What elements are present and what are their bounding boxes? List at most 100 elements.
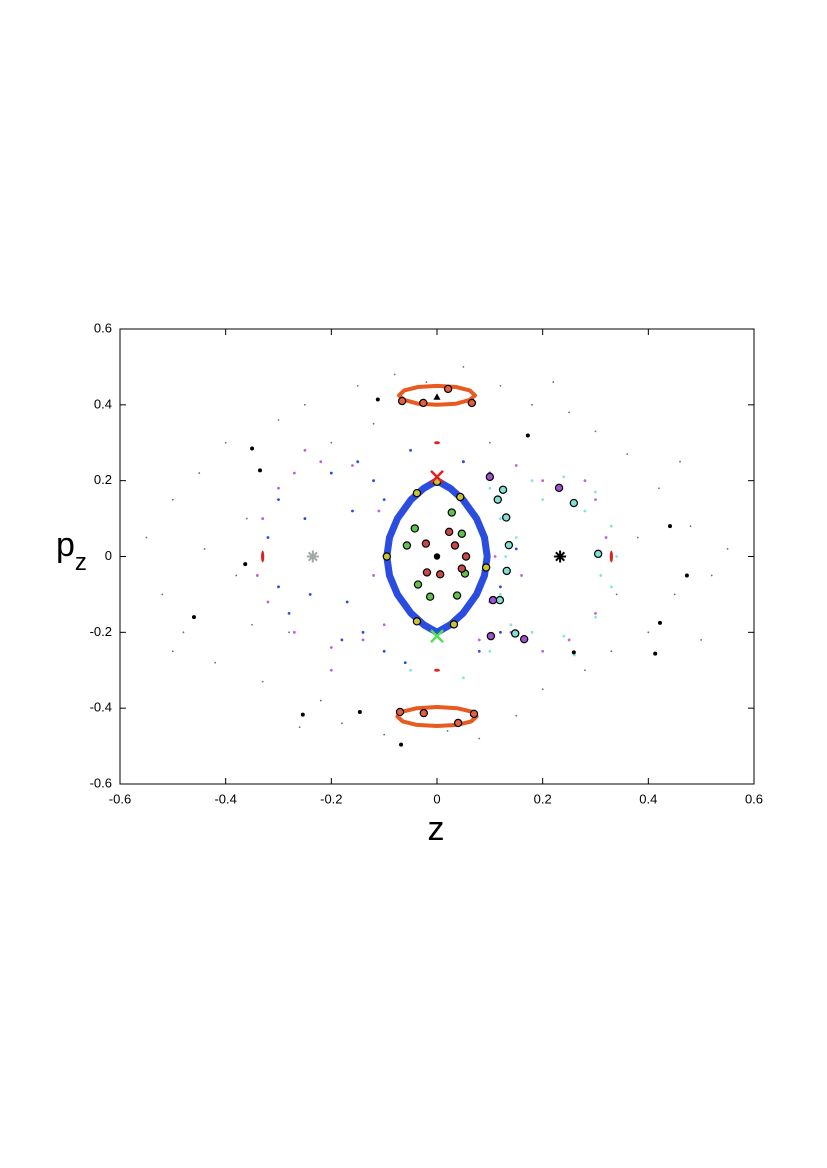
point — [345, 600, 349, 604]
point — [530, 630, 534, 634]
point — [409, 448, 412, 452]
point-marker — [569, 498, 579, 508]
y-tick-label: -0.2 — [90, 624, 112, 639]
point — [530, 479, 534, 483]
point — [477, 638, 481, 642]
point-marker — [413, 580, 423, 589]
point — [653, 651, 658, 656]
point — [504, 555, 508, 558]
point — [214, 661, 217, 664]
point-triangle — [433, 393, 441, 400]
x-axis-label: z — [428, 810, 445, 848]
point — [499, 630, 502, 634]
point-marker — [502, 513, 511, 522]
point — [277, 486, 280, 490]
point — [182, 631, 185, 634]
point-marker — [485, 472, 495, 482]
point — [541, 479, 545, 483]
point-marker — [419, 398, 428, 408]
point-marker — [412, 488, 422, 498]
point-dash — [261, 550, 265, 563]
point — [626, 453, 629, 456]
point — [361, 638, 365, 642]
point-marker — [419, 708, 428, 718]
point — [340, 638, 344, 642]
point — [488, 441, 491, 444]
y-tick-label: 0.4 — [94, 396, 112, 411]
point — [594, 490, 597, 494]
point — [594, 430, 597, 433]
point — [361, 630, 365, 634]
point-marker — [457, 564, 467, 573]
point — [330, 441, 333, 444]
point-marker — [467, 398, 477, 408]
point — [541, 498, 545, 502]
point — [250, 446, 255, 451]
point-marker — [452, 591, 462, 600]
point-marker — [435, 570, 445, 579]
point-ring — [397, 383, 477, 407]
point — [673, 593, 676, 596]
point — [329, 471, 333, 475]
point — [292, 471, 296, 475]
point — [377, 509, 381, 513]
point — [604, 536, 608, 539]
point-marker — [493, 495, 502, 504]
point — [303, 448, 307, 452]
point — [372, 574, 375, 577]
point — [277, 419, 280, 421]
point-band — [383, 477, 491, 636]
point-marker — [461, 552, 471, 561]
point — [520, 574, 523, 577]
point — [357, 709, 362, 714]
point-marker — [488, 595, 498, 605]
point — [261, 680, 264, 683]
point — [261, 517, 265, 520]
point — [594, 498, 597, 502]
point — [198, 472, 201, 474]
point-marker — [457, 529, 467, 538]
point-cross — [430, 629, 444, 644]
point-asterisk — [554, 550, 567, 563]
point — [319, 699, 322, 702]
point — [658, 487, 660, 490]
point-marker — [444, 527, 454, 537]
point — [235, 574, 238, 577]
point — [191, 615, 196, 620]
point — [667, 524, 672, 529]
point-marker — [502, 566, 511, 576]
point-marker — [469, 709, 479, 719]
point-marker — [498, 485, 508, 494]
y-axis-label: pz — [56, 526, 87, 576]
point — [488, 486, 492, 490]
point — [541, 649, 545, 653]
y-axis-label-main: p — [56, 526, 75, 564]
point — [425, 381, 428, 383]
point — [562, 634, 566, 638]
point — [462, 676, 465, 680]
point — [594, 615, 597, 619]
x-tick-label: -0.2 — [320, 791, 342, 806]
point — [255, 574, 259, 577]
point — [647, 631, 650, 634]
point — [552, 381, 555, 383]
point — [372, 422, 375, 425]
point-marker — [410, 524, 420, 533]
point — [509, 623, 513, 627]
point — [615, 555, 619, 558]
point — [514, 547, 518, 551]
y-tick-label: 0.2 — [94, 472, 112, 487]
point — [304, 403, 306, 406]
point — [700, 639, 703, 641]
point — [531, 403, 533, 406]
point — [266, 536, 270, 539]
point — [382, 498, 386, 502]
point-marker — [456, 492, 465, 502]
point — [689, 525, 692, 528]
point — [499, 384, 502, 387]
y-tick-label: 0.6 — [94, 320, 112, 335]
point-marker — [422, 568, 432, 577]
point — [403, 661, 407, 665]
point-marker — [397, 396, 407, 406]
point — [568, 411, 570, 414]
